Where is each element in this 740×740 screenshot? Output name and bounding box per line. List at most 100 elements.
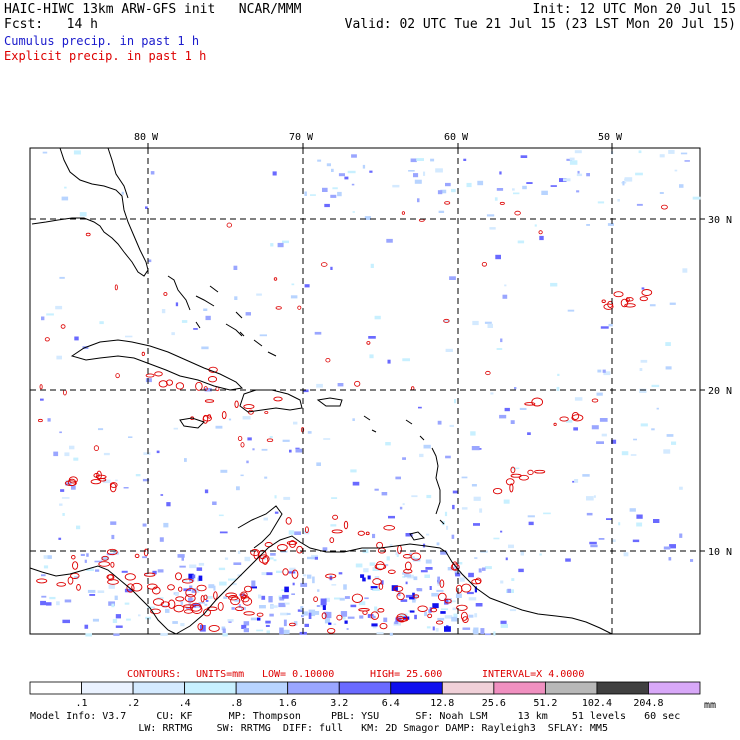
cumulus-cell <box>607 223 614 226</box>
cumulus-cell <box>175 302 179 307</box>
cumulus-cell <box>268 557 274 560</box>
colorbar-tick-label: 6.4 <box>382 698 400 709</box>
cumulus-cell <box>414 179 422 184</box>
colorbar-swatch <box>441 681 495 695</box>
cumulus-cell <box>157 569 164 573</box>
cumulus-cell <box>454 399 457 404</box>
cumulus-cell <box>473 523 480 526</box>
explicit-contour <box>485 370 491 376</box>
cumulus-cell <box>347 616 355 619</box>
cumulus-cell <box>324 618 331 624</box>
cumulus-cell <box>303 389 309 393</box>
explicit-contour <box>291 569 299 579</box>
cumulus-cell <box>376 632 384 635</box>
cumulus-cell <box>40 600 46 606</box>
colorbar-tick-label: .2 <box>127 698 139 709</box>
cumulus-cell <box>331 584 337 586</box>
cumulus-cell <box>512 467 520 470</box>
cumulus-cell <box>389 632 393 636</box>
cumulus-cell <box>574 479 579 483</box>
cumulus-cell <box>143 452 151 455</box>
cumulus-cell <box>567 309 575 312</box>
cumulus-cell <box>102 479 111 484</box>
cumulus-cell <box>432 603 439 609</box>
explicit-contour <box>175 596 185 602</box>
cumulus-cell <box>586 224 590 226</box>
cumulus-cell <box>426 533 430 536</box>
cumulus-cell <box>374 606 378 611</box>
explicit-contour <box>114 284 118 291</box>
explicit-contour <box>625 297 630 303</box>
cumulus-cell <box>496 348 503 350</box>
cumulus-cell <box>289 567 296 572</box>
cumulus-cell <box>461 507 468 510</box>
explicit-contour <box>510 466 516 474</box>
explicit-contour <box>553 422 557 426</box>
cumulus-cell <box>414 614 417 620</box>
cumulus-cell <box>635 172 643 176</box>
cumulus-cell <box>640 359 648 363</box>
cumulus-cell <box>308 612 312 619</box>
cumulus-cell <box>162 605 168 608</box>
cumulus-cell <box>411 495 418 498</box>
explicit-contour <box>509 483 514 493</box>
cumulus-cell <box>624 178 630 181</box>
cumulus-cell <box>470 431 476 436</box>
cumulus-cell <box>191 588 197 593</box>
cumulus-cell <box>293 621 298 626</box>
cumulus-cell <box>412 594 419 598</box>
explicit-contour <box>443 318 450 323</box>
cumulus-cell <box>258 594 262 599</box>
cumulus-cell <box>234 599 241 602</box>
explicit-contour <box>282 568 289 576</box>
explicit-contour <box>44 337 50 342</box>
cumulus-cell <box>395 476 401 480</box>
cumulus-cell <box>256 293 262 296</box>
cumulus-cell <box>128 436 133 438</box>
cumulus-cell <box>42 151 48 154</box>
cumulus-cell <box>566 420 573 423</box>
cumulus-cell <box>539 235 544 241</box>
explicit-contour <box>167 599 176 609</box>
explicit-contour <box>285 517 292 525</box>
cumulus-cell <box>387 359 391 364</box>
cumulus-cell <box>438 210 445 213</box>
cumulus-cell <box>59 276 65 279</box>
model-title: HAIC-HIWC 13km ARW-GFS init NCAR/MMM <box>4 2 302 17</box>
explicit-contour <box>39 384 43 390</box>
cumulus-cell <box>198 602 205 604</box>
cumulus-cell <box>56 355 62 360</box>
cumulus-cell <box>188 573 194 579</box>
cumulus-cell <box>445 455 451 459</box>
cumulus-cell <box>270 553 276 556</box>
explicit-contour <box>559 416 569 422</box>
cumulus-cell <box>606 518 613 520</box>
cumulus-cell <box>640 423 648 427</box>
cumulus-cell <box>62 513 65 516</box>
cumulus-cell <box>74 576 79 580</box>
colorbar-tick-label: .8 <box>230 698 242 709</box>
explicit-contour <box>60 324 66 329</box>
cumulus-cell <box>455 572 461 577</box>
cumulus-cell <box>472 320 479 326</box>
cumulus-cell <box>474 613 478 618</box>
cumulus-cell <box>596 441 604 444</box>
cumulus-cell <box>423 444 431 449</box>
cumulus-cell <box>630 454 637 456</box>
cumulus-cell <box>71 485 76 490</box>
explicit-contour <box>240 593 247 600</box>
cumulus-cell <box>418 406 422 409</box>
cumulus-cell <box>447 567 455 571</box>
cumulus-cell <box>385 442 391 446</box>
explicit-contour <box>374 563 387 570</box>
cumulus-cell <box>437 420 442 425</box>
cumulus-cell <box>278 602 286 608</box>
valid-time: Valid: 02 UTC Tue 21 Jul 15 (23 LST Mon … <box>344 17 736 32</box>
cumulus-cell <box>171 332 175 336</box>
cumulus-cell <box>144 572 148 576</box>
cumulus-cell <box>282 594 289 599</box>
cumulus-cell <box>352 211 355 213</box>
cumulus-cell <box>582 474 590 477</box>
explicit-contour <box>297 305 302 310</box>
cumulus-cell <box>629 508 636 512</box>
